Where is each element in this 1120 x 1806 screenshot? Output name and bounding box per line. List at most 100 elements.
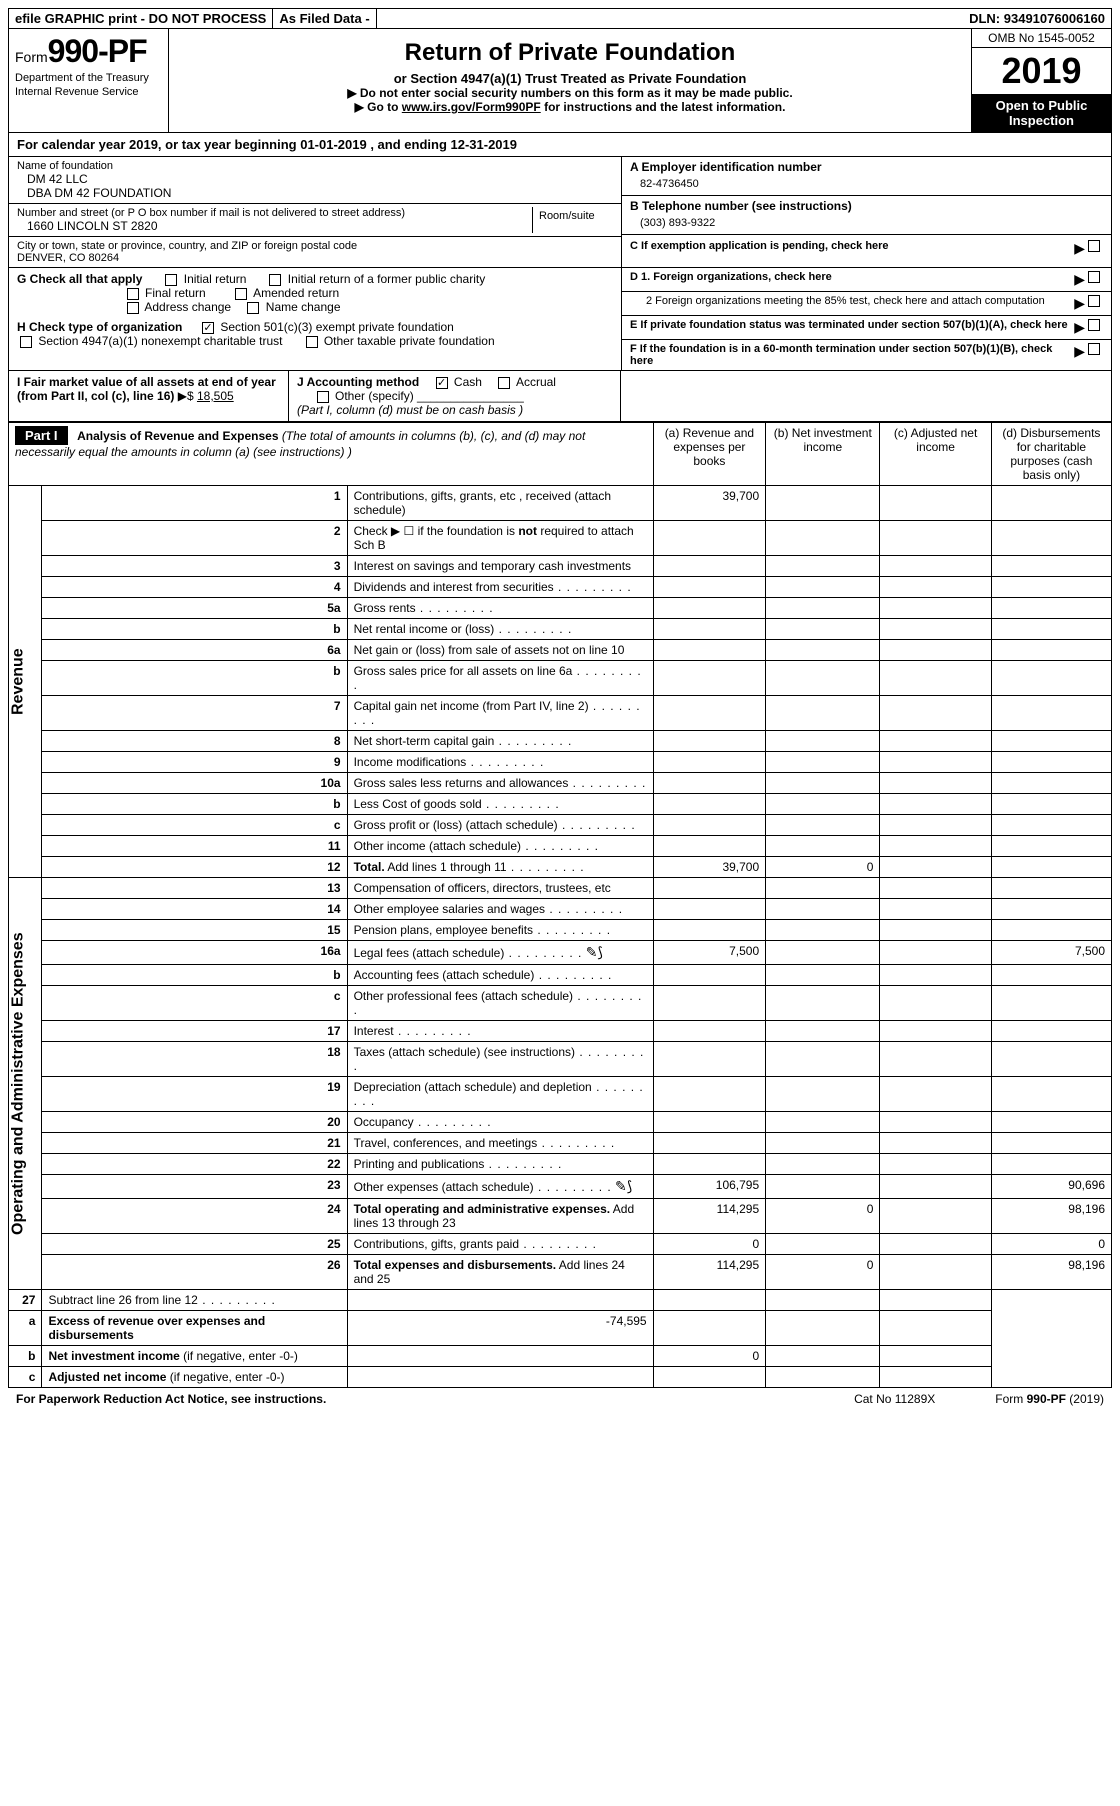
arrow-icon: ▶ [1074,271,1085,288]
table-row: Operating and Administrative Expenses13C… [9,878,1112,899]
table-row: 3Interest on savings and temporary cash … [9,556,1112,577]
row-number: b [42,619,347,640]
note-2: ▶ Go to www.irs.gov/Form990PF for instru… [179,100,961,114]
cell-value [880,1367,991,1388]
h-opt-0: Section 501(c)(3) exempt private foundat… [220,320,453,334]
d2-checkbox[interactable] [1088,295,1100,307]
row-number: 19 [42,1077,347,1112]
exemption-checkbox[interactable] [1088,240,1100,252]
table-row: cGross profit or (loss) (attach schedule… [9,815,1112,836]
cell-value: 39,700 [653,857,766,878]
row-number: 26 [42,1255,347,1290]
h-checkbox-other[interactable] [306,336,318,348]
table-row: cAdjusted net income (if negative, enter… [9,1367,1112,1388]
table-row: 27Subtract line 26 from line 12 [9,1290,1112,1311]
cell-value [991,521,1111,556]
cell-value [991,986,1111,1021]
h-checkbox-4947[interactable] [20,336,32,348]
cell-value [653,752,766,773]
part1-title: Analysis of Revenue and Expenses [77,429,278,443]
cell-value [991,920,1111,941]
irs-link[interactable]: www.irs.gov/Form990PF [402,100,541,114]
d1-label: D 1. Foreign organizations, check here [630,271,1074,283]
e-checkbox[interactable] [1088,319,1100,331]
cell-value [880,920,991,941]
table-row: aExcess of revenue over expenses and dis… [9,1311,1112,1346]
cell-value [653,661,766,696]
row-number: c [42,986,347,1021]
cell-value [766,1112,880,1133]
g-checkbox-amended[interactable] [235,288,247,300]
cell-value [653,577,766,598]
foundation-name-2: DBA DM 42 FOUNDATION [17,186,613,200]
table-row: bGross sales price for all assets on lin… [9,661,1112,696]
table-row: 2Check ▶ ☐ if the foundation is not requ… [9,521,1112,556]
g-opt-2: Final return [145,286,206,300]
table-row: 10aGross sales less returns and allowanc… [9,773,1112,794]
top-bar: efile GRAPHIC print - DO NOT PROCESS As … [8,8,1112,29]
g-checkbox-former[interactable] [269,274,281,286]
table-row: Revenue1Contributions, gifts, grants, et… [9,486,1112,521]
cell-value [766,1367,880,1388]
row-description: Taxes (attach schedule) (see instruction… [347,1042,653,1077]
cell-value [766,1133,880,1154]
exemption-label: C If exemption application is pending, c… [630,240,1074,252]
cell-value [880,752,991,773]
form-label: Form [15,49,48,65]
part1-label: Part I [15,426,68,445]
cell-value [880,941,991,965]
cell-value [880,815,991,836]
cell-value [653,836,766,857]
address-cell: Number and street (or P O box number if … [9,204,621,237]
cell-value [991,836,1111,857]
g-checkbox-address[interactable] [127,302,139,314]
j-checkbox-other[interactable] [317,391,329,403]
cell-value [766,696,880,731]
cell-value [653,1112,766,1133]
cell-value [880,1133,991,1154]
table-row: 7Capital gain net income (from Part IV, … [9,696,1112,731]
cell-value [991,598,1111,619]
table-row: 12Total. Add lines 1 through 1139,7000 [9,857,1112,878]
h-checkbox-501c3[interactable]: ✓ [202,322,214,334]
row-description: Other employee salaries and wages [347,899,653,920]
g-checkbox-final[interactable] [127,288,139,300]
cell-value [766,1021,880,1042]
cell-value [991,577,1111,598]
cell-value [880,899,991,920]
col-d-header: (d) Disbursements for charitable purpose… [991,423,1111,486]
g-label: G Check all that apply [17,272,142,286]
row-description: Gross rents [347,598,653,619]
cell-value [766,1346,880,1367]
ein-cell: A Employer identification number 82-4736… [622,157,1111,196]
j-checkbox-accrual[interactable] [498,377,510,389]
room-label: Room/suite [533,207,613,233]
cell-value [880,521,991,556]
form-subtitle: or Section 4947(a)(1) Trust Treated as P… [179,71,961,86]
row-description: Other professional fees (attach schedule… [347,986,653,1021]
cell-value [766,920,880,941]
attachment-icon[interactable]: ✎⟆ [586,944,603,960]
j-opt-cash: Cash [454,375,482,389]
cell-value [766,1290,880,1311]
cell-value [880,556,991,577]
phone-cell: B Telephone number (see instructions) (3… [622,196,1111,235]
cell-value [653,619,766,640]
j-opt-accrual: Accrual [516,375,556,389]
j-checkbox-cash[interactable]: ✓ [436,377,448,389]
g-checkbox-initial[interactable] [165,274,177,286]
cell-value [880,696,991,731]
row-description: Total operating and administrative expen… [347,1199,653,1234]
i-value-prefix: ▶$ [178,389,197,403]
row-description: Other income (attach schedule) [347,836,653,857]
attachment-icon[interactable]: ✎⟆ [615,1178,632,1194]
cell-value [766,965,880,986]
cell-value [653,920,766,941]
g-checkbox-name[interactable] [247,302,259,314]
d1-checkbox[interactable] [1088,271,1100,283]
name-cell: Name of foundation DM 42 LLC DBA DM 42 F… [9,157,621,204]
row-description: Contributions, gifts, grants, etc , rece… [347,486,653,521]
cell-value [880,486,991,521]
f-checkbox[interactable] [1088,343,1100,355]
row-description: Accounting fees (attach schedule) [347,965,653,986]
